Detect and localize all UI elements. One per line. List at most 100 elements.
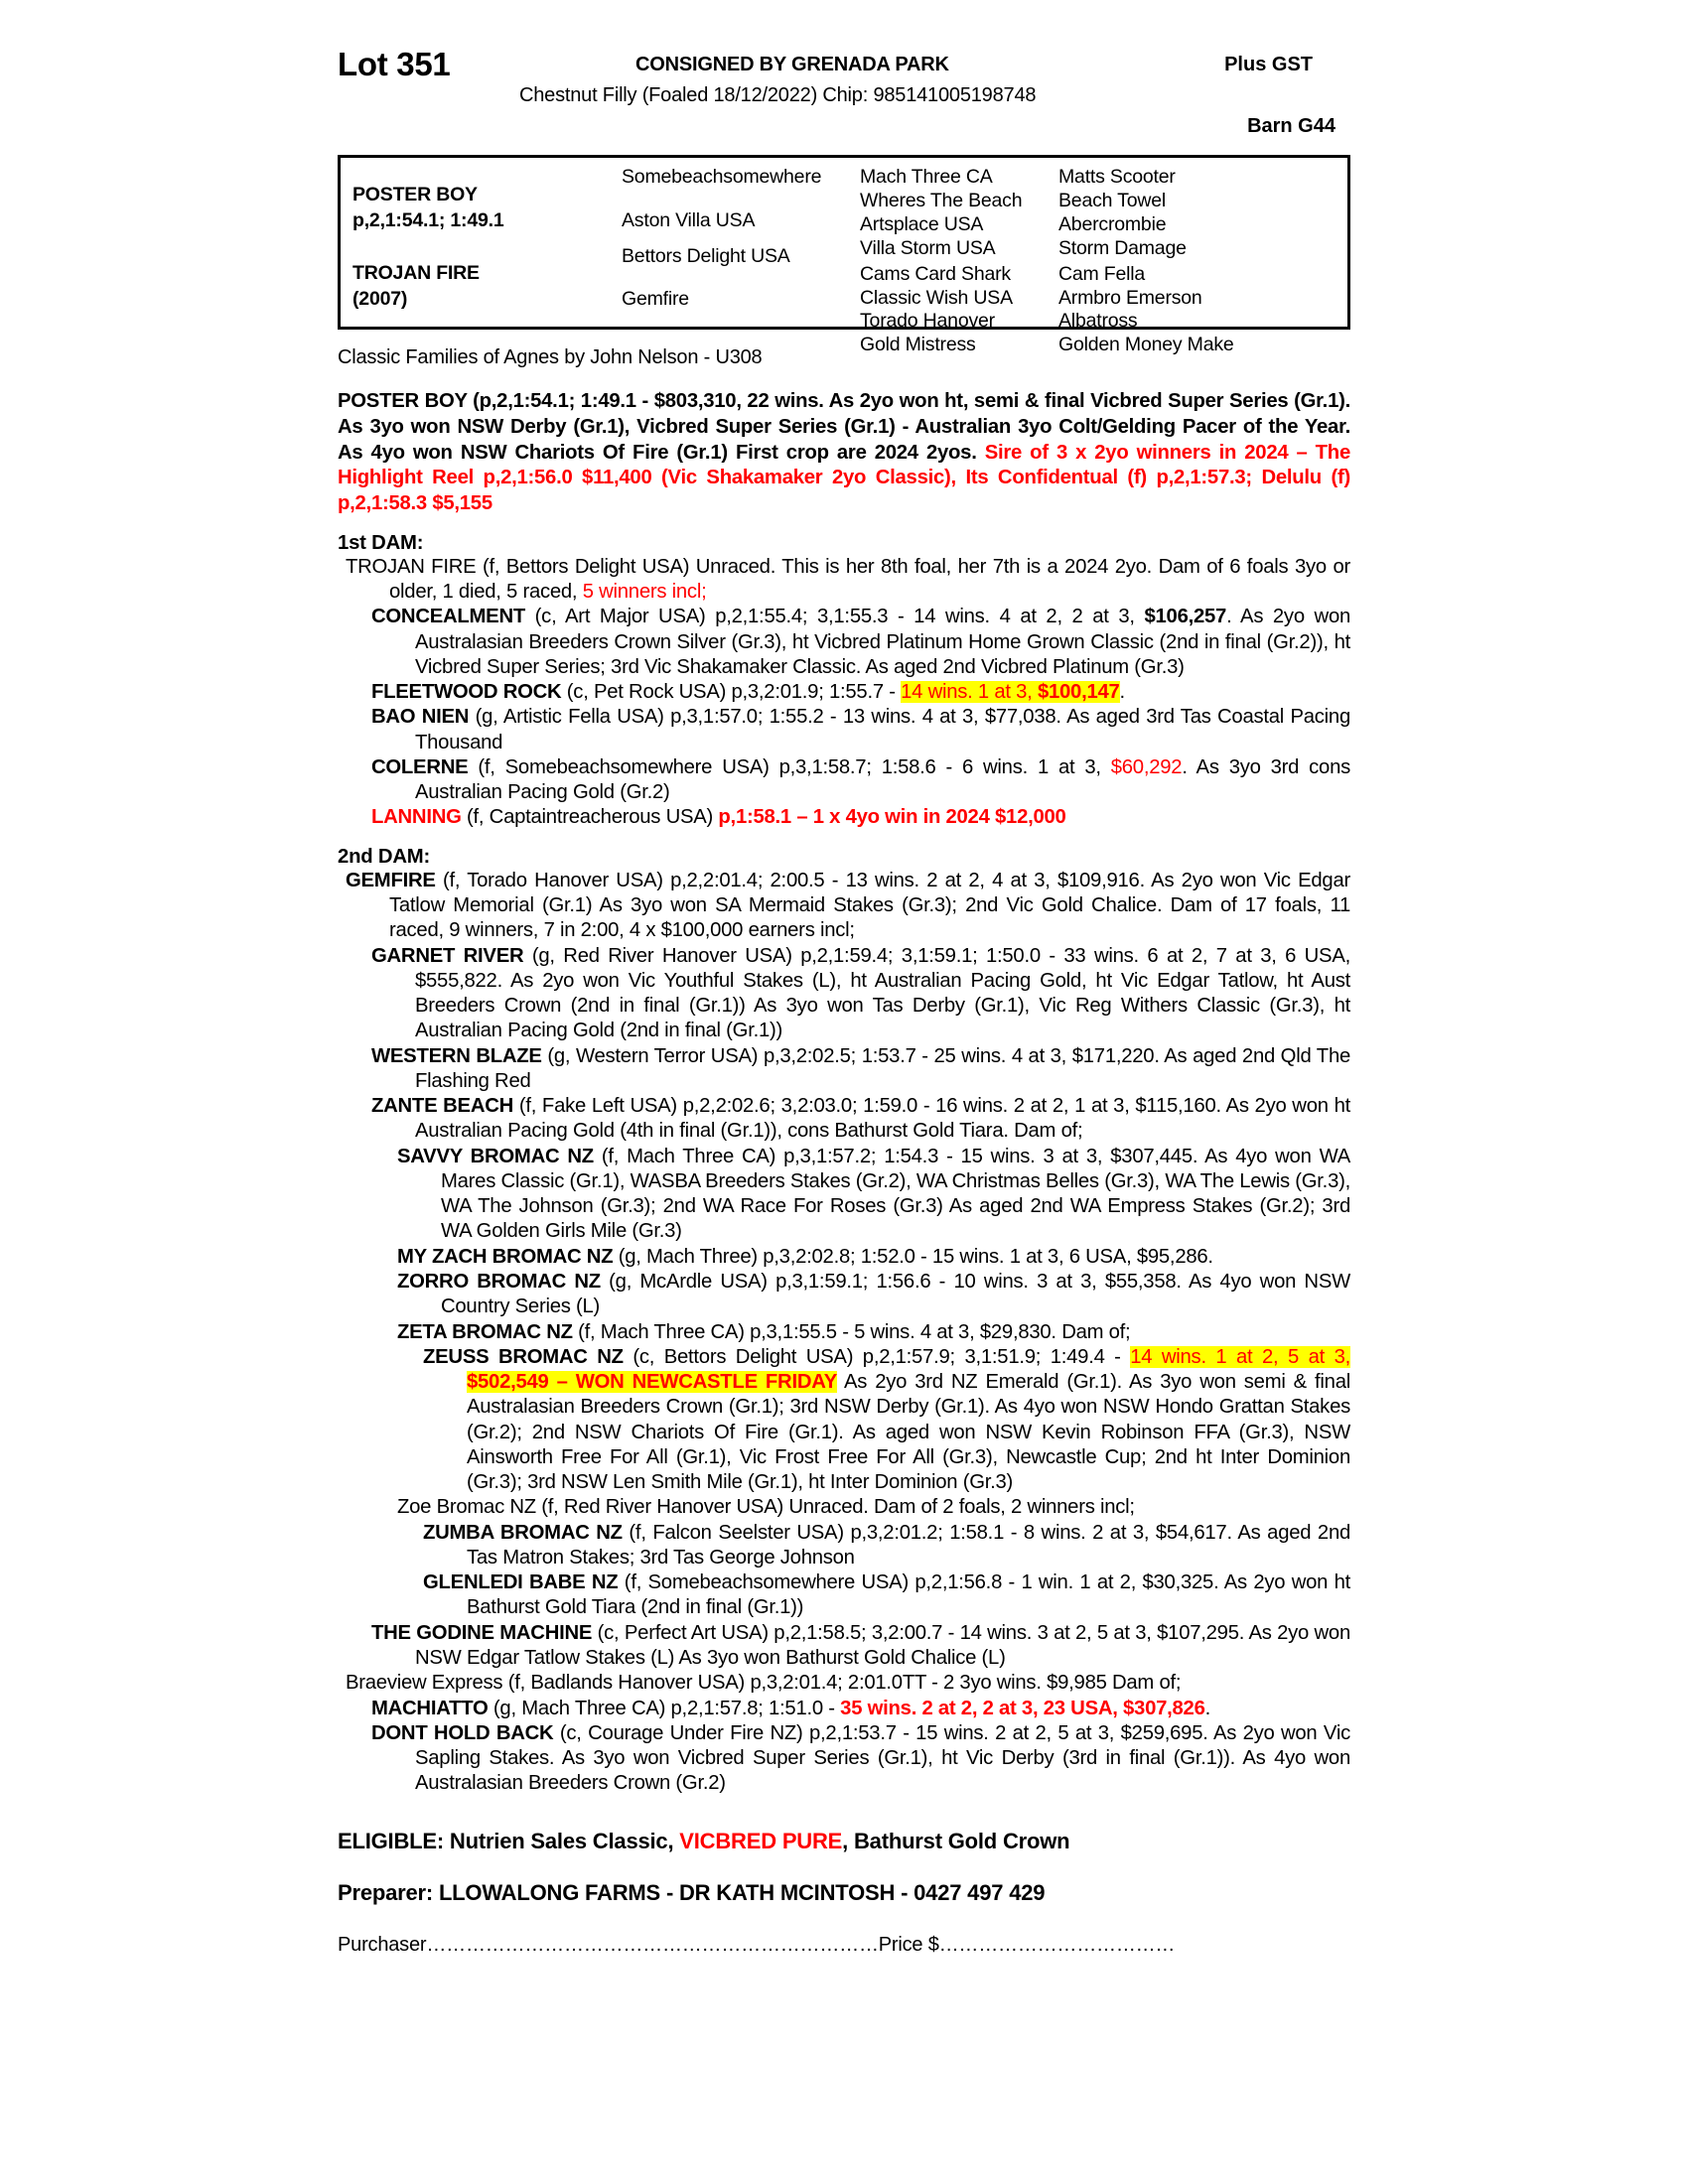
progeny-detail: (c, Perfect Art USA) p,2,1:58.5; 3,2:00.…	[415, 1621, 1350, 1669]
g3-1: Mach Three CA	[860, 166, 993, 188]
progeny-detail: (c, Art Major USA) p,2,1:55.4; 3,1:55.3 …	[524, 606, 1145, 628]
progeny-detail-cont: .	[1204, 1697, 1211, 1719]
highlight-text: 14 wins. 1 at 2, 5 at 3,	[1130, 1345, 1350, 1368]
second-dam-progeny-list: GEMFIRE (f, Torado Hanover USA) p,2,2:01…	[338, 869, 1350, 1797]
dam-year: (2007)	[352, 288, 408, 310]
g4-1: Matts Scooter	[1058, 166, 1176, 188]
progeny-entry: FLEETWOOD ROCK (c, Pet Rock USA) p,3,2:0…	[338, 680, 1350, 705]
progeny-detail: (f, Somebeachsomewhere USA) p,2,1:56.8 -…	[467, 1571, 1351, 1619]
g4-2: Beach Towel	[1058, 190, 1167, 211]
progeny-detail: (g, Artistic Fella USA) p,3,1:57.0; 1:55…	[415, 706, 1350, 753]
progeny-detail: (g, McArdle USA) p,3,1:59.1; 1:56.6 - 10…	[441, 1271, 1350, 1318]
sire-name: POSTER BOY	[352, 184, 478, 205]
progeny-entry: LANNING (f, Captaintreacherous USA) p,1:…	[338, 805, 1350, 830]
sire-summary-red: Sire of 3 x 2yo winners in 2024 – The Hi…	[338, 441, 1350, 515]
g4-4: Storm Damage	[1058, 237, 1187, 259]
g3-2: Wheres The Beach	[860, 190, 1023, 211]
progeny-name: MY ZACH BROMAC NZ	[397, 1245, 614, 1268]
progeny-name: THE GODINE MACHINE	[371, 1621, 593, 1644]
progeny-detail-cont: As 2yo 3rd NZ Emerald (Gr.1). As 3yo won…	[467, 1371, 1350, 1494]
g4-6: Armbro Emerson	[1058, 287, 1202, 309]
highlight-earnings: $100,147	[1037, 681, 1120, 704]
sire-summary-black: POSTER BOY (p,2,1:54.1; 1:49.1 - $803,31…	[338, 390, 1350, 464]
progeny-entry: CONCEALMENT (c, Art Major USA) p,2,1:55.…	[338, 605, 1350, 680]
progeny-entry: ZEUSS BROMAC NZ (c, Bettors Delight USA)…	[338, 1345, 1350, 1496]
progeny-detail-cont: . As 3yo 3rd cons Australian Pacing Gold…	[415, 755, 1350, 804]
eligible-vicbred-pure: VICBRED PURE	[679, 1828, 843, 1853]
progeny-name: CONCEALMENT	[371, 606, 525, 628]
pedigree-column-grandparents: Somebeachsomewhere Aston Villa USA Betto…	[622, 158, 860, 327]
g4-7: Albatross	[1058, 310, 1138, 332]
first-dam-intro-red: 5 winners incl;	[582, 581, 707, 604]
progeny-name: ZORRO BROMAC NZ	[397, 1271, 601, 1293]
progeny-name: WESTERN BLAZE	[371, 1044, 542, 1067]
progeny-detail: (f, Fake Left USA) p,2,2:02.6; 3,2:03.0;…	[415, 1095, 1350, 1143]
progeny-entry: ZUMBA BROMAC NZ (f, Falcon Seelster USA)…	[338, 1521, 1350, 1571]
consignor-line: CONSIGNED BY GRENADA PARK	[635, 54, 949, 75]
family-line: Classic Families of Agnes by John Nelson…	[338, 346, 763, 368]
g3-6: Classic Wish USA	[860, 287, 1013, 309]
progeny-name: LANNING	[371, 806, 462, 829]
highlight-text: 14 wins. 1 at 3,	[901, 681, 1038, 704]
eligible-pre: ELIGIBLE: Nutrien Sales Classic,	[338, 1828, 680, 1853]
progeny-detail: (f, Somebeachsomewhere USA) p,3,1:58.7; …	[468, 755, 1111, 778]
sire-sire: Somebeachsomewhere	[622, 166, 822, 188]
sire-record: p,2,1:54.1; 1:49.1	[352, 209, 504, 231]
progeny-entry: COLERNE (f, Somebeachsomewhere USA) p,3,…	[338, 755, 1350, 806]
progeny-entry: ZETA BROMAC NZ (f, Mach Three CA) p,3,1:…	[338, 1320, 1350, 1345]
progeny-entry: GLENLEDI BABE NZ (f, Somebeachsomewhere …	[338, 1570, 1350, 1621]
first-dam-heading: 1st DAM:	[338, 531, 424, 554]
price-dots[interactable]: ………………………………	[938, 1933, 1176, 1956]
first-dam-intro-text: TROJAN FIRE (f, Bettors Delight USA) Unr…	[346, 555, 1350, 604]
horse-description: Chestnut Filly (Foaled 18/12/2022) Chip:…	[519, 84, 1037, 106]
progeny-earnings-red: $60,292	[1110, 755, 1183, 778]
progeny-entry: GARNET RIVER (g, Red River Hanover USA) …	[338, 944, 1350, 1044]
progeny-detail: (g, Western Terror USA) p,3,2:02.5; 1:53…	[415, 1044, 1350, 1092]
first-dam-progeny-list: CONCEALMENT (c, Art Major USA) p,2,1:55.…	[338, 605, 1350, 830]
progeny-entry: Zoe Bromac NZ (f, Red River Hanover USA)…	[338, 1495, 1350, 1520]
progeny-detail: (g, Mach Three CA) p,2,1:57.8; 1:51.0 -	[488, 1697, 841, 1719]
progeny-earnings: $106,257	[1144, 606, 1227, 628]
g4-8: Golden Money Make	[1058, 334, 1234, 355]
progeny-name: ZEUSS BROMAC NZ	[423, 1345, 624, 1368]
plus-gst-label: Plus GST	[1224, 54, 1313, 75]
highlight-earnings: $502,549 – WON NEWCASTLE FRIDAY	[467, 1371, 838, 1394]
progeny-detail: (c, Courage Under Fire NZ) p,2,1:53.7 - …	[415, 1721, 1350, 1795]
progeny-entry: BAO NIEN (g, Artistic Fella USA) p,3,1:5…	[338, 705, 1350, 755]
progeny-detail-cont: . As 2yo won Australasian Breeders Crown…	[415, 606, 1350, 678]
progeny-entry: ZORRO BROMAC NZ (g, McArdle USA) p,3,1:5…	[338, 1270, 1350, 1320]
progeny-name: SAVVY BROMAC NZ	[397, 1145, 594, 1167]
eligible-post: , Bathurst Gold Crown	[842, 1828, 1070, 1853]
progeny-entry: ZANTE BEACH (f, Fake Left USA) p,2,2:02.…	[338, 1094, 1350, 1145]
progeny-detail: (f, Mach Three CA) p,3,1:55.5 - 5 wins. …	[572, 1320, 1131, 1343]
progeny-entry: GEMFIRE (f, Torado Hanover USA) p,2,2:01…	[338, 869, 1350, 944]
progeny-update-red: p,1:58.1 – 1 x 4yo win in 2024 $12,000	[718, 806, 1066, 829]
progeny-detail: (f, Captaintreacherous USA)	[461, 806, 719, 829]
g3-3: Artsplace USA	[860, 213, 984, 235]
g3-5: Cams Card Shark	[860, 263, 1011, 285]
progeny-detail: (f, Torado Hanover USA) p,2,2:01.4; 2:00…	[389, 869, 1350, 942]
progeny-plain-text: Zoe Bromac NZ (f, Red River Hanover USA)…	[397, 1496, 1135, 1519]
sire-summary: POSTER BOY (p,2,1:54.1; 1:49.1 - $803,31…	[338, 389, 1350, 517]
purchaser-label: Purchaser	[338, 1933, 427, 1956]
barn-label: Barn G44	[1247, 115, 1336, 137]
progeny-detail: (c, Bettors Delight USA) p,2,1:57.9; 3,1…	[623, 1345, 1131, 1368]
g4-3: Abercrombie	[1058, 213, 1167, 235]
highlighted-result: 14 wins. 1 at 3, $100,147	[901, 681, 1120, 704]
progeny-name: ZANTE BEACH	[371, 1095, 514, 1118]
progeny-entry: DONT HOLD BACK (c, Courage Under Fire NZ…	[338, 1721, 1350, 1797]
purchaser-dots[interactable]: ……………………………………………………………	[426, 1933, 879, 1956]
progeny-entry: SAVVY BROMAC NZ (f, Mach Three CA) p,3,1…	[338, 1145, 1350, 1245]
progeny-detail: (f, Falcon Seelster USA) p,3,2:01.2; 1:5…	[467, 1521, 1351, 1569]
progeny-name: DONT HOLD BACK	[371, 1721, 554, 1744]
progeny-name: FLEETWOOD ROCK	[371, 681, 562, 704]
sire-dam: Aston Villa USA	[622, 209, 756, 231]
progeny-entry: Braeview Express (f, Badlands Hanover US…	[338, 1671, 1350, 1696]
progeny-entry: WESTERN BLAZE (g, Western Terror USA) p,…	[338, 1044, 1350, 1095]
dam-dam: Gemfire	[622, 288, 689, 310]
g3-7: Torado Hanover	[860, 310, 995, 332]
first-dam-intro: TROJAN FIRE (f, Bettors Delight USA) Unr…	[338, 555, 1350, 606]
progeny-name: GEMFIRE	[346, 869, 436, 891]
page-content: Lot 351 CONSIGNED BY GRENADA PARK Plus G…	[338, 46, 1350, 1957]
